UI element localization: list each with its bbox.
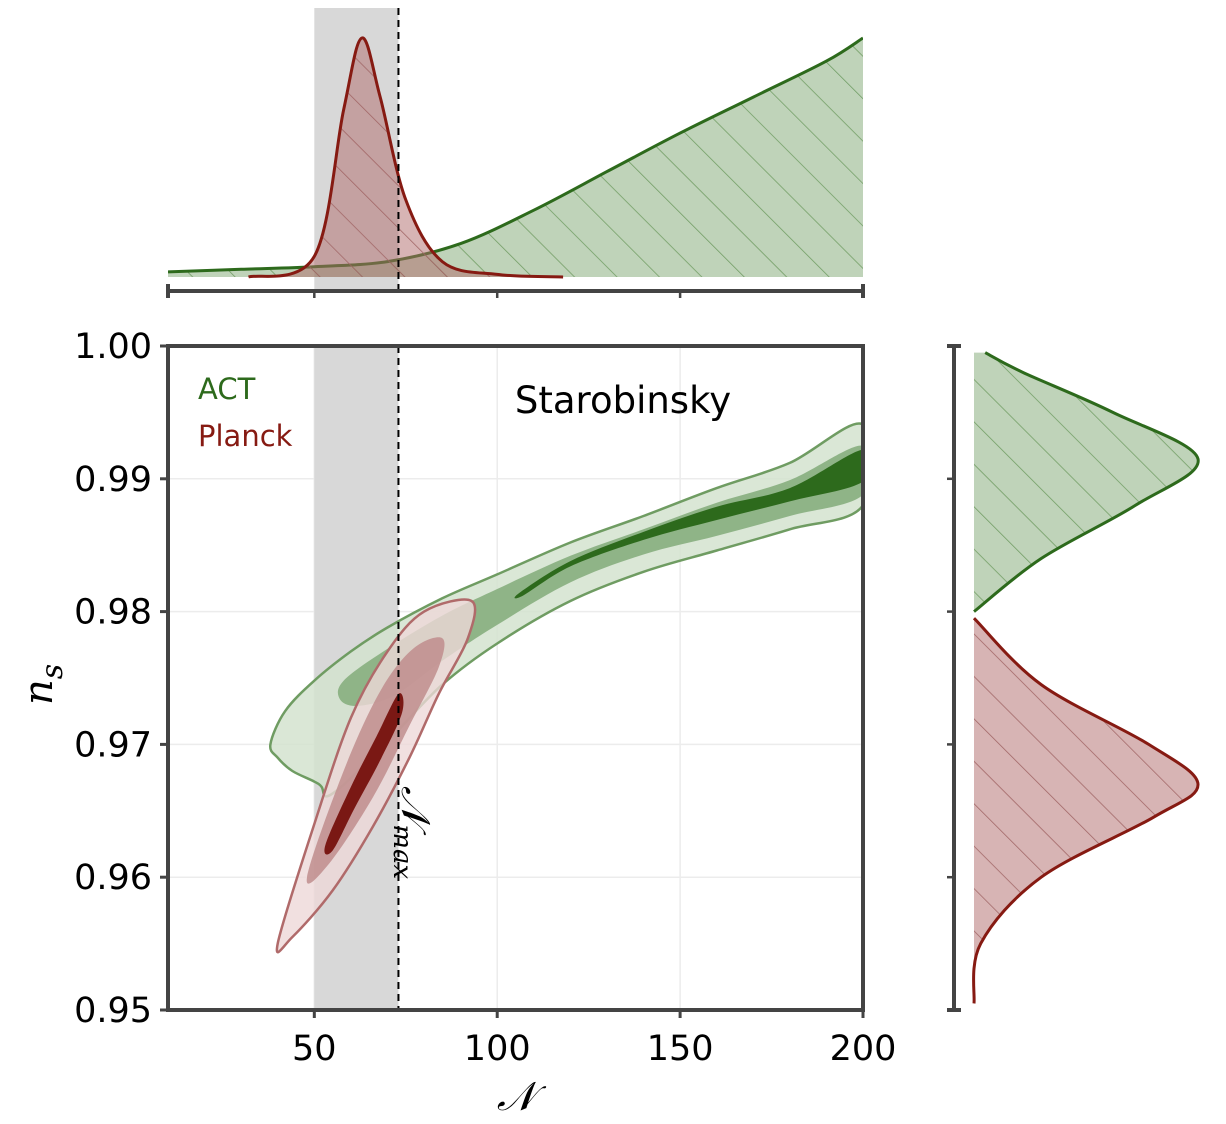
planck-contour-inner xyxy=(324,693,404,855)
x-tick-label-1: 100 xyxy=(464,1029,531,1069)
top-marginal-panel xyxy=(168,8,863,290)
main-axis-ticks: 50 100 150 200 0.95 0.96 0.97 0.98 0.99 1.00 xyxy=(74,327,896,1069)
x-tick-label-0: 50 xyxy=(292,1029,337,1069)
main-frame xyxy=(166,344,865,1012)
x-tick-label-3: 200 xyxy=(830,1029,897,1069)
y-tick-label-4: 0.99 xyxy=(74,460,152,500)
reference-line-label: 𝒩max xyxy=(387,786,438,879)
chart-title: Starobinsky xyxy=(515,379,731,422)
x-axis-label: 𝒩 xyxy=(497,1074,547,1120)
y-tick-label-3: 0.98 xyxy=(74,593,152,633)
y-axis-label: ns xyxy=(16,664,70,705)
planck-marginal-x-line xyxy=(248,36,564,279)
y-tick-label-5: 1.00 xyxy=(74,327,152,367)
right-marginal-axis xyxy=(947,344,961,1012)
act-marginal-x-line xyxy=(168,36,863,274)
x-tick-label-2: 150 xyxy=(647,1029,714,1069)
planck-marginal-y-hatch xyxy=(973,618,1199,1004)
act-contour-inner xyxy=(514,449,863,599)
y-tick-label-2: 0.97 xyxy=(74,725,152,765)
y-tick-label-1: 0.96 xyxy=(74,858,152,898)
act-marginal-y-line xyxy=(973,351,1200,613)
right-marginal-panel xyxy=(972,351,1200,1004)
main-plot-area xyxy=(268,346,863,1010)
top-marginal-axis xyxy=(166,284,865,298)
planck-marginal-y-line xyxy=(972,617,1200,1004)
y-tick-label-0: 0.95 xyxy=(74,991,152,1031)
legend-act: ACT xyxy=(198,372,256,406)
legend-planck: Planck xyxy=(198,419,293,453)
act-marginal-y-hatch xyxy=(974,352,1199,612)
act-marginal-x-hatch xyxy=(168,38,863,277)
